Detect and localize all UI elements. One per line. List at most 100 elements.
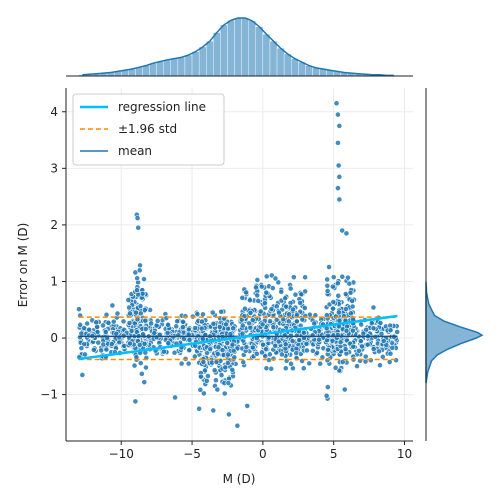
scatter-point xyxy=(132,398,139,405)
scatter-point xyxy=(339,359,346,365)
scatter-point xyxy=(191,353,198,360)
scatter-point xyxy=(339,227,346,234)
scatter-point xyxy=(98,347,105,354)
scatter-point xyxy=(376,348,382,355)
scatter-point xyxy=(200,390,207,397)
scatter-point xyxy=(301,305,308,311)
scatter-point xyxy=(336,309,342,316)
scatter-point xyxy=(218,308,225,315)
marginal-x-bar xyxy=(149,63,157,77)
scatter-point xyxy=(302,274,309,281)
scatter-point xyxy=(137,360,144,366)
scatter-point xyxy=(278,351,285,358)
scatter-point xyxy=(357,338,364,345)
scatter-point xyxy=(214,386,221,393)
y-tick-label: 4 xyxy=(50,105,58,119)
scatter-point xyxy=(94,324,101,330)
scatter-point xyxy=(223,321,230,328)
scatter-point xyxy=(185,360,192,367)
scatter-point xyxy=(179,318,186,325)
scatter-point xyxy=(336,196,343,203)
scatter-point xyxy=(224,339,231,346)
scatter-point xyxy=(257,308,264,315)
scatter-point xyxy=(377,320,384,326)
x-tick-label: 0 xyxy=(259,447,267,461)
scatter-point xyxy=(185,326,192,333)
scatter-point xyxy=(247,297,253,304)
scatter-point xyxy=(323,392,330,399)
scatter-point xyxy=(141,379,148,386)
scatter-point xyxy=(337,339,344,346)
scatter-point xyxy=(209,309,216,316)
scatter-point xyxy=(289,338,296,344)
scatter-point xyxy=(77,321,84,328)
scatter-point xyxy=(79,372,86,378)
scatter-point xyxy=(240,359,247,366)
scatter-point xyxy=(387,350,394,357)
scatter-point xyxy=(335,162,342,169)
scatter-point xyxy=(78,330,85,337)
scatter-point xyxy=(229,341,236,348)
scatter-point xyxy=(330,299,337,305)
scatter-point xyxy=(292,291,299,298)
scatter-point xyxy=(358,321,365,328)
scatter-point xyxy=(364,341,371,348)
scatter-point xyxy=(103,346,110,353)
scatter-point xyxy=(334,280,341,287)
scatter-point xyxy=(324,337,330,344)
marginal-x-bar xyxy=(290,58,299,77)
y-ticks: −1 0 1 2 3 4 xyxy=(40,105,66,402)
scatter-point xyxy=(349,303,356,310)
scatter-point xyxy=(268,365,275,372)
scatter-point xyxy=(230,325,237,332)
marginal-x-bar xyxy=(184,54,193,77)
scatter-point xyxy=(293,350,300,357)
scatter-point xyxy=(304,347,310,354)
scatter-point xyxy=(309,332,316,339)
scatter-point xyxy=(343,327,350,334)
scatter-point xyxy=(341,386,348,393)
scatter-point xyxy=(286,311,293,318)
scatter-point xyxy=(262,346,269,353)
marginal-x-bar xyxy=(255,26,264,77)
scatter-point xyxy=(84,320,91,327)
scatter-point xyxy=(336,173,343,180)
scatter-point xyxy=(278,288,285,295)
scatter-point xyxy=(270,355,277,362)
marginal-x-bar xyxy=(262,34,271,77)
scatter-point xyxy=(360,330,367,337)
scatter-point xyxy=(387,327,394,334)
scatter-point xyxy=(95,339,102,346)
scatter-point xyxy=(359,343,365,350)
scatter-point xyxy=(285,318,292,325)
scatter-point xyxy=(138,370,145,377)
scatter-point xyxy=(309,347,316,354)
scatter-point xyxy=(225,351,231,358)
scatter-point xyxy=(131,362,138,369)
scatter-point xyxy=(137,310,144,317)
scatter-point xyxy=(142,326,149,332)
scatter-point xyxy=(335,292,342,299)
scatter-point xyxy=(336,123,343,129)
scatter-point xyxy=(142,317,149,324)
scatter-point xyxy=(196,405,203,412)
marginal-x-bar xyxy=(298,61,306,77)
marginal-x-bar xyxy=(198,46,207,77)
scatter-point xyxy=(249,317,256,323)
scatter-point xyxy=(267,318,274,325)
scatter-point xyxy=(300,365,307,372)
scatter-point xyxy=(335,185,341,192)
legend: regression line ±1.96 std mean xyxy=(72,93,225,166)
scatter-point xyxy=(131,320,138,327)
scatter-point xyxy=(300,329,307,336)
scatter-point xyxy=(132,269,139,276)
scatter-point xyxy=(203,377,210,384)
scatter-point xyxy=(263,365,270,372)
legend-box xyxy=(72,93,225,166)
scatter-point xyxy=(243,289,250,296)
scatter-point xyxy=(343,230,350,237)
scatter-point xyxy=(137,262,143,269)
legend-label-regression: regression line xyxy=(118,100,206,114)
scatter-point xyxy=(178,360,185,367)
